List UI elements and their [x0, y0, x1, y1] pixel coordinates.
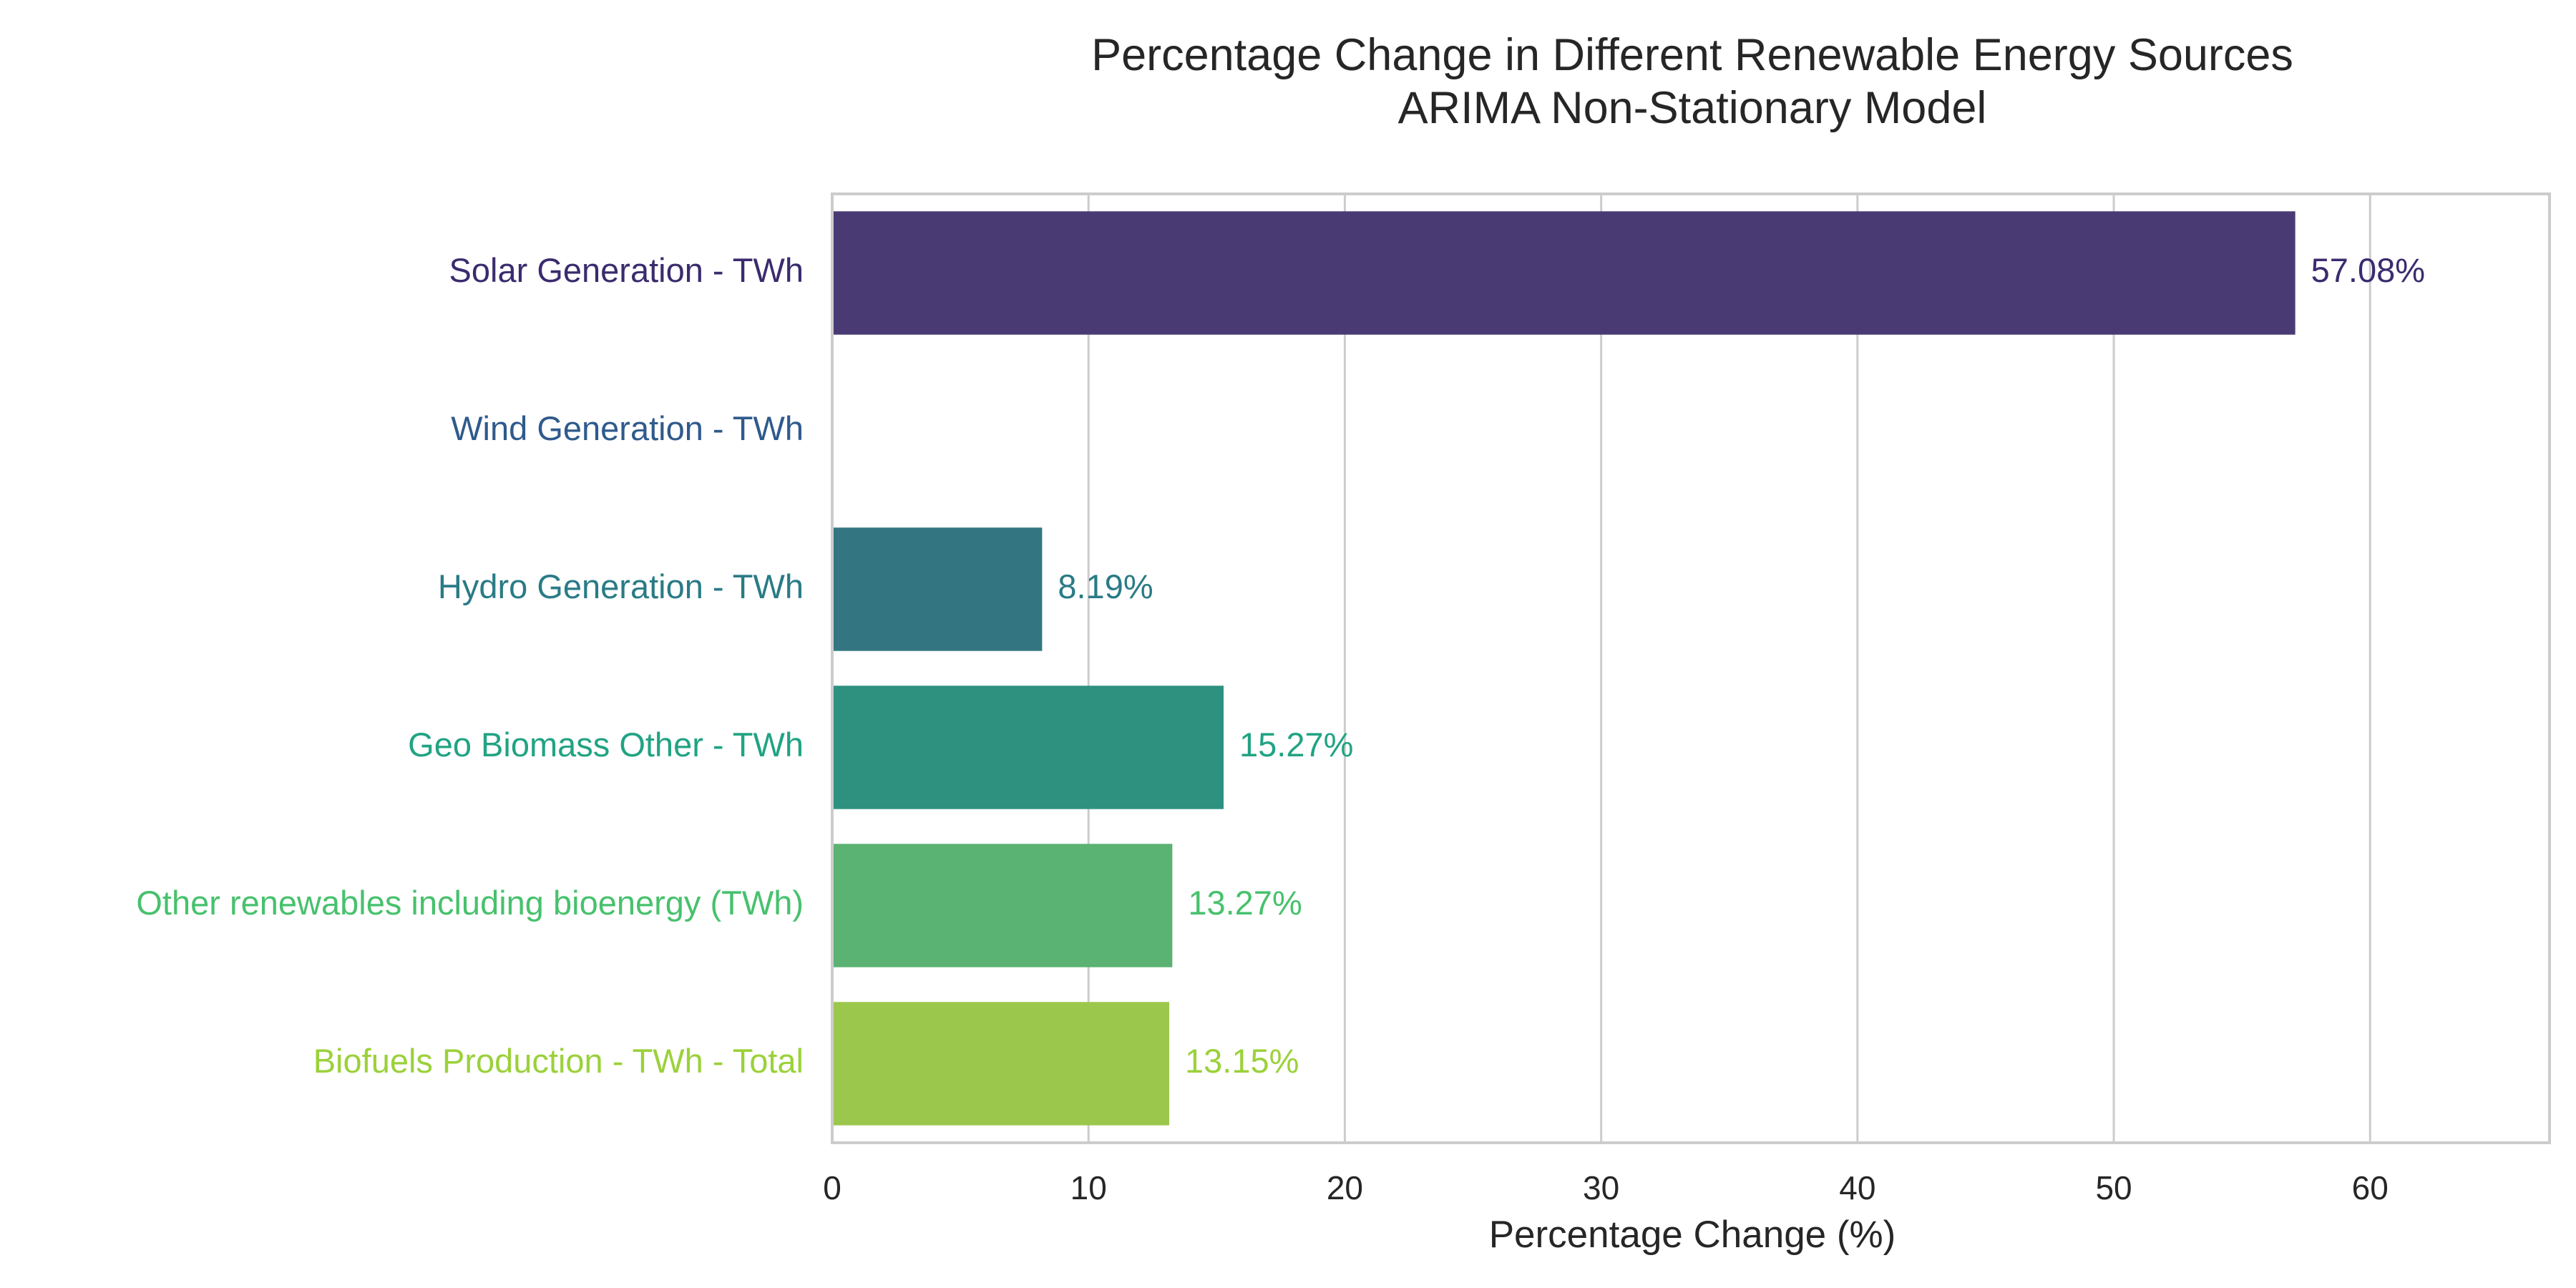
bar [832, 527, 1043, 651]
x-tick-label: 40 [1839, 1169, 1875, 1206]
category-label: Solar Generation - TWh [449, 251, 804, 289]
x-tick-label: 10 [1070, 1169, 1107, 1206]
bar-value-label: 8.19% [1058, 567, 1153, 605]
bar [832, 844, 1173, 967]
bar-value-label: 13.27% [1188, 884, 1302, 922]
text-layer: Percentage Change in Different Renewable… [1091, 30, 2293, 1256]
bar-layer [832, 211, 2296, 1126]
bar-value-label: 13.15% [1185, 1042, 1299, 1080]
bar [832, 1002, 1170, 1126]
value-label-layer: 57.08% 8.19% 15.27% 13.27% 13.15% [1058, 251, 2425, 1080]
tick-layer: 0 10 20 30 40 50 60 [823, 1169, 2389, 1206]
category-label: Geo Biomass Other - TWh [408, 726, 804, 763]
x-tick-label: 30 [1583, 1169, 1619, 1206]
x-tick-label: 20 [1327, 1169, 1363, 1206]
chart-subtitle: ARIMA Non-Stationary Model [1398, 83, 1987, 133]
bar [832, 686, 1224, 809]
bar [832, 211, 2296, 335]
x-tick-label: 0 [823, 1169, 841, 1206]
bar-value-label: 57.08% [2311, 251, 2425, 289]
category-label: Biofuels Production - TWh - Total [313, 1042, 804, 1080]
category-label: Hydro Generation - TWh [438, 567, 804, 605]
grid-layer [1087, 194, 2371, 1143]
chart-title: Percentage Change in Different Renewable… [1091, 30, 2293, 80]
x-axis-label: Percentage Change (%) [1489, 1214, 1896, 1256]
x-tick-label: 60 [2352, 1169, 2389, 1206]
bar-value-label: 15.27% [1239, 726, 1353, 763]
category-layer: Solar Generation - TWh Wind Generation - … [136, 251, 804, 1080]
plot-frame [831, 192, 2551, 1144]
category-label: Other renewables including bioenergy (TW… [136, 884, 804, 922]
x-tick-label: 50 [2095, 1169, 2132, 1206]
category-label: Wind Generation - TWh [451, 409, 804, 447]
